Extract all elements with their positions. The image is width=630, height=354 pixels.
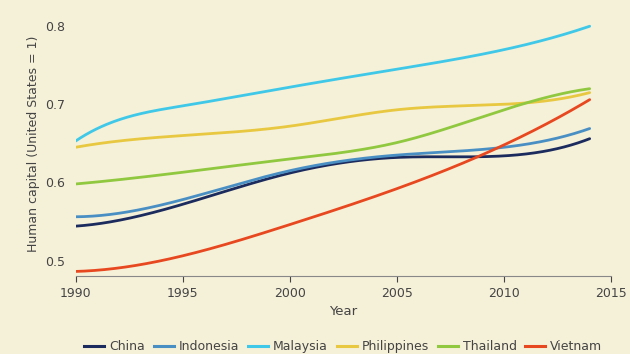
X-axis label: Year: Year — [329, 305, 357, 318]
Y-axis label: Human capital (United States = 1): Human capital (United States = 1) — [26, 35, 40, 252]
Legend: China, Indonesia, Malaysia, Philippines, Thailand, Vietnam: China, Indonesia, Malaysia, Philippines,… — [79, 336, 607, 354]
